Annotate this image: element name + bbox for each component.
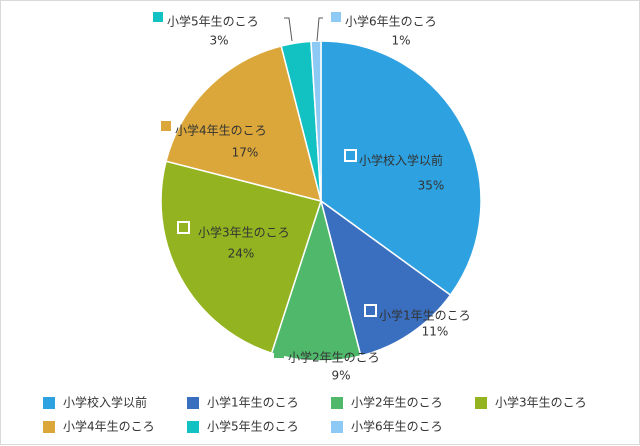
label-key-box xyxy=(331,12,341,22)
legend-swatch xyxy=(187,397,199,409)
slice-percent-label: 17% xyxy=(232,146,259,160)
slice-percent-label: 9% xyxy=(331,369,350,383)
slice-name-label: 小学6年生のころ xyxy=(345,14,437,29)
legend-swatch xyxy=(187,421,199,433)
slice-name-label: 小学2年生のころ xyxy=(288,350,380,365)
slice-percent-label: 11% xyxy=(422,325,449,339)
slice-percent-label: 1% xyxy=(391,34,410,48)
label-key-box xyxy=(364,304,377,317)
pie-slice xyxy=(165,45,323,203)
legend-label: 小学1年生のころ xyxy=(207,395,299,410)
slice-name-label: 小学校入学以前 xyxy=(359,153,443,168)
slice-name-label: 小学4年生のころ xyxy=(175,123,267,138)
data-labels: 小学校入学以前 35% 小学1年生のころ 11% 小学2年生のころ 9% 小学3年生のころ 2… xyxy=(153,12,471,383)
slice-percent-label: 3% xyxy=(209,34,228,48)
label-key-box xyxy=(177,221,190,234)
leader-line xyxy=(284,17,293,42)
legend-label: 小学校入学以前 xyxy=(63,395,147,410)
legend-label: 小学5年生のころ xyxy=(207,419,299,434)
slice-percent-label: 35% xyxy=(418,179,445,193)
pie-slice xyxy=(310,40,322,202)
legend-swatch xyxy=(331,421,343,433)
legend-label: 小学3年生のころ xyxy=(495,395,587,410)
label-key-box xyxy=(161,121,171,131)
legend-label: 小学6年生のころ xyxy=(351,419,443,434)
legend-label: 小学2年生のころ xyxy=(351,395,443,410)
pie-slice xyxy=(270,198,362,362)
slice-name-label: 小学5年生のころ xyxy=(167,14,259,29)
leader-lines xyxy=(284,17,323,42)
legend-swatch xyxy=(43,397,55,409)
label-key-box xyxy=(344,149,357,162)
legend-label: 小学4年生のころ xyxy=(63,419,155,434)
legend-swatch xyxy=(43,421,55,433)
label-key-box xyxy=(153,12,163,22)
slice-name-label: 小学1年生のころ xyxy=(379,308,471,323)
pie-slices xyxy=(160,40,482,362)
leader-line xyxy=(316,17,323,42)
label-key-box xyxy=(274,348,284,358)
slice-percent-label: 24% xyxy=(228,247,255,261)
legend-swatch xyxy=(331,397,343,409)
pie-slice xyxy=(160,160,322,355)
pie-slice xyxy=(320,40,482,297)
legend-swatch xyxy=(475,397,487,409)
slice-name-label: 小学3年生のころ xyxy=(198,225,290,240)
pie-slice xyxy=(319,199,452,357)
